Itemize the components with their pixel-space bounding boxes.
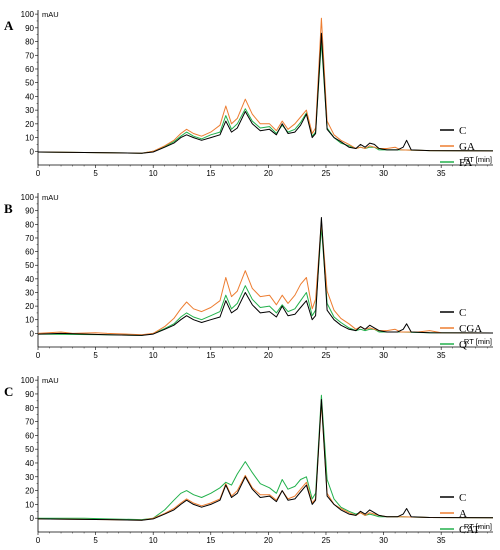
y-axis-label: mAU — [42, 10, 59, 19]
x-tick-label: 35 — [437, 351, 446, 360]
series-line-cga — [37, 221, 494, 336]
y-tick-label: 0 — [30, 329, 35, 338]
legend-label-c: C — [459, 125, 466, 137]
y-tick-label: 50 — [25, 445, 34, 454]
y-tick-label: 70 — [25, 418, 34, 427]
legend-label-fa: FA — [459, 157, 472, 169]
legend-label-a: A — [459, 508, 467, 520]
series-line-c — [37, 217, 494, 336]
x-tick-label: 10 — [149, 351, 158, 360]
panel-label: A — [4, 18, 14, 33]
x-tick-label: 5 — [93, 536, 98, 545]
y-tick-label: 60 — [25, 248, 34, 257]
x-tick-label: 5 — [93, 169, 98, 178]
y-tick-label: 100 — [21, 193, 35, 202]
y-tick-label: 50 — [25, 261, 34, 270]
y-tick-label: 60 — [25, 431, 34, 440]
x-tick-label: 25 — [322, 536, 331, 545]
x-tick-label: 20 — [264, 169, 273, 178]
panel-label: C — [4, 384, 13, 399]
legend-label-ga: GA — [459, 141, 475, 153]
x-tick-label: 30 — [379, 351, 388, 360]
chart-panel-a: A 0 10 20 30 40 50 60 70 80 90 100 0 5 10 15 20 25 30 35 mAU… — [4, 10, 494, 178]
x-tick-label: 35 — [437, 169, 446, 178]
y-tick-label: 10 — [25, 134, 34, 143]
y-tick-label: 80 — [25, 404, 34, 413]
x-tick-label: 15 — [206, 536, 215, 545]
x-tick-label: 35 — [437, 536, 446, 545]
y-tick-label: 50 — [25, 79, 34, 88]
legend-label-cga: CGA — [459, 323, 482, 335]
x-tick-label: 10 — [149, 169, 158, 178]
series-line-a — [37, 401, 494, 521]
x-tick-label: 25 — [322, 169, 331, 178]
y-tick-label: 90 — [25, 24, 34, 33]
legend-label-q: Q — [459, 339, 467, 351]
x-tick-label: 5 — [93, 351, 98, 360]
y-tick-label: 20 — [25, 120, 34, 129]
series-line-c — [37, 399, 494, 521]
series-line-q — [37, 226, 494, 336]
y-tick-label: 80 — [25, 38, 34, 47]
y-tick-label: 10 — [25, 316, 34, 325]
legend-label-cat: CAT — [459, 524, 480, 536]
x-tick-label: 0 — [36, 169, 41, 178]
legend-label-c: C — [459, 307, 466, 319]
x-tick-label: 20 — [264, 351, 273, 360]
y-tick-label: 0 — [30, 147, 35, 156]
x-tick-label: 0 — [36, 536, 41, 545]
x-axis-label: RT [min] — [464, 522, 492, 531]
x-tick-label: 25 — [322, 351, 331, 360]
x-tick-label: 0 — [36, 351, 41, 360]
y-tick-label: 30 — [25, 106, 34, 115]
x-axis-label: RT [min] — [464, 337, 492, 346]
x-tick-label: 30 — [379, 169, 388, 178]
series-line-ga — [37, 17, 494, 154]
y-tick-label: 30 — [25, 473, 34, 482]
y-tick-label: 60 — [25, 65, 34, 74]
y-tick-label: 80 — [25, 220, 34, 229]
y-tick-label: 70 — [25, 234, 34, 243]
x-tick-label: 10 — [149, 536, 158, 545]
legend-label-c: C — [459, 492, 466, 504]
x-tick-label: 15 — [206, 351, 215, 360]
y-tick-label: 40 — [25, 275, 34, 284]
y-tick-label: 0 — [30, 514, 35, 523]
series-line-fa — [37, 41, 494, 154]
y-tick-label: 30 — [25, 288, 34, 297]
y-tick-label: 40 — [25, 92, 34, 101]
chart-panel-c: C 0 10 20 30 40 50 60 70 80 90 100 0 5 10 15 20 25 30 35 mAU… — [4, 376, 494, 545]
y-tick-label: 100 — [21, 10, 35, 19]
chart-panel-b: B 0 10 20 30 40 50 60 70 80 90 100 0 5 10 15 20 25 30 35 mAU… — [4, 193, 494, 360]
y-tick-label: 10 — [25, 500, 34, 509]
y-axis-label: mAU — [42, 376, 59, 385]
panel-label: B — [4, 201, 13, 216]
x-tick-label: 15 — [206, 169, 215, 178]
y-tick-label: 90 — [25, 207, 34, 216]
y-tick-label: 70 — [25, 51, 34, 60]
series-line-cat — [38, 394, 494, 521]
y-tick-label: 20 — [25, 487, 34, 496]
y-tick-label: 100 — [21, 376, 35, 385]
x-tick-label: 20 — [264, 536, 273, 545]
y-tick-label: 90 — [25, 390, 34, 399]
y-axis-label: mAU — [42, 193, 59, 202]
series-line-c — [37, 32, 494, 154]
x-axis-label: RT [min] — [464, 155, 492, 164]
y-tick-label: 20 — [25, 302, 34, 311]
y-tick-label: 40 — [25, 459, 34, 468]
x-tick-label: 30 — [379, 536, 388, 545]
